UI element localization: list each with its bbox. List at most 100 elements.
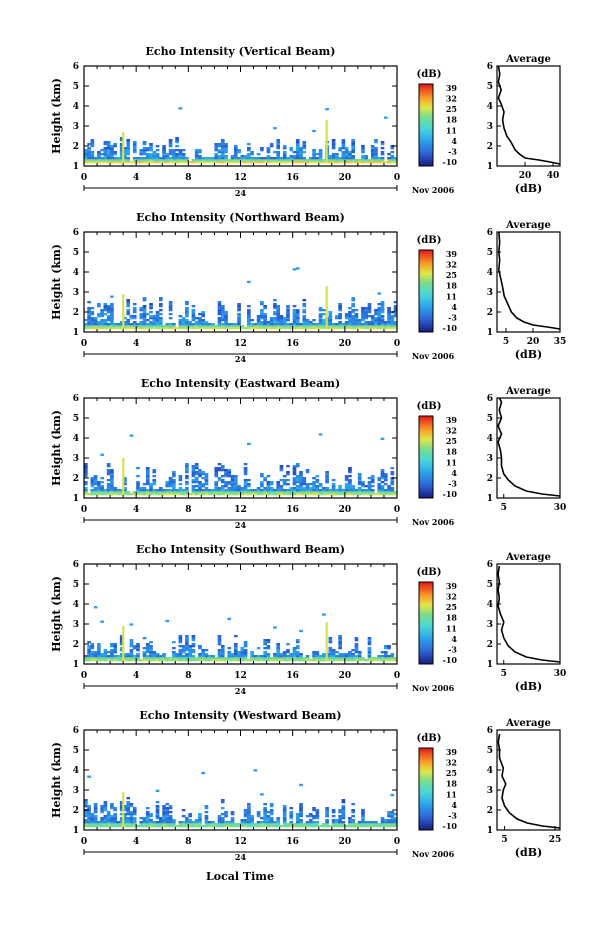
echo-cell	[136, 161, 140, 164]
echo-cell	[292, 649, 297, 652]
echo-cell	[132, 145, 137, 148]
echo-cell	[299, 155, 303, 158]
echo-cell	[295, 323, 300, 326]
echo-cell	[341, 151, 346, 154]
echo-cell	[198, 823, 202, 826]
echo-cell	[142, 817, 147, 820]
echo-cell	[374, 309, 378, 312]
echo-cell	[139, 821, 144, 824]
echo-cell	[155, 805, 160, 808]
echo-cell	[113, 491, 118, 494]
echo-cell	[230, 659, 235, 662]
echo-cell	[162, 153, 166, 156]
x-tick-label: 16	[286, 505, 299, 515]
echo-cell	[331, 145, 336, 148]
echo-cell	[233, 487, 238, 490]
echo-cell	[220, 147, 225, 150]
echo-cell	[100, 655, 104, 658]
echo-cell	[172, 479, 176, 482]
echo-cell	[139, 157, 144, 160]
echo-cell	[145, 811, 150, 814]
average-title: Average	[505, 54, 551, 65]
echo-cell	[348, 821, 352, 824]
echo-cell	[106, 821, 111, 824]
echo-cell	[370, 159, 375, 162]
echo-cell	[377, 325, 382, 328]
echo-cell	[263, 823, 267, 826]
echo-cell	[149, 483, 153, 486]
x-tick-label: 12	[234, 339, 247, 349]
echo-cell	[110, 817, 114, 820]
y-axis-label: Height (km)	[50, 410, 63, 486]
echo-cell	[204, 815, 209, 818]
echo-cell	[220, 475, 225, 478]
colorbar-swatch	[419, 157, 433, 161]
echo-cell	[211, 161, 215, 164]
colorbar-swatch	[419, 487, 433, 491]
echo-cell	[110, 295, 114, 298]
echo-cell	[295, 311, 300, 314]
echo-cell	[243, 819, 248, 822]
echo-cell	[269, 657, 274, 660]
echo-cell	[207, 325, 212, 328]
echo-cell	[217, 487, 222, 490]
echo-cell	[370, 491, 375, 494]
echo-cell	[263, 813, 267, 816]
y-tick-label: 2	[73, 806, 79, 816]
average-x-tick-label: 30	[554, 503, 567, 513]
echo-cell	[168, 305, 173, 308]
colorbar-swatch	[419, 299, 433, 302]
echo-cell	[110, 311, 114, 314]
echo-cell	[132, 323, 137, 326]
echo-cell	[224, 317, 228, 320]
y-tick-label: 2	[73, 474, 79, 484]
echo-cell	[155, 325, 160, 328]
echo-cell	[185, 319, 189, 322]
echo-cell	[361, 145, 365, 148]
echo-cell	[227, 489, 232, 492]
echo-cell	[335, 825, 339, 828]
echo-cell	[276, 141, 281, 144]
echo-cell	[93, 477, 98, 480]
echo-cell	[276, 321, 281, 324]
echo-cell	[377, 487, 382, 490]
echo-cell	[185, 481, 189, 484]
colorbar-swatch	[419, 163, 433, 167]
echo-cell	[263, 479, 267, 482]
echo-cell	[263, 641, 267, 644]
echo-cell	[230, 817, 235, 820]
echo-cell	[110, 819, 114, 822]
echo-cell	[123, 153, 127, 156]
echo-cell	[178, 489, 183, 492]
echo-cell	[354, 315, 359, 318]
echo-cell	[129, 653, 134, 656]
x-tick-label: 4	[133, 339, 139, 349]
echo-cell	[269, 491, 274, 494]
echo-cell	[299, 653, 303, 656]
echo-cell	[168, 819, 173, 822]
echo-cell	[116, 657, 121, 660]
echo-cell	[260, 309, 264, 312]
echo-cell	[240, 647, 245, 650]
echo-cell	[380, 819, 385, 822]
y-tick-label: 1	[73, 826, 79, 836]
echo-cell	[168, 309, 173, 312]
echo-cell	[312, 489, 316, 492]
echo-cell	[374, 149, 378, 152]
echo-cell	[168, 481, 173, 484]
echo-cell	[110, 475, 114, 478]
echo-cell	[380, 157, 385, 160]
echo-cell	[348, 481, 352, 484]
echo-cell	[181, 809, 186, 812]
average-x-tick-label: 5	[501, 835, 507, 845]
echo-cell	[172, 655, 176, 658]
echo-cell	[273, 307, 277, 310]
echo-cell	[191, 327, 196, 330]
echo-cell	[377, 659, 382, 662]
echo-cell	[158, 313, 163, 316]
average-y-tick-label: 3	[487, 122, 493, 132]
echo-cell	[302, 159, 307, 162]
echo-cell	[289, 491, 294, 494]
echo-cell	[155, 821, 160, 824]
echo-cell	[132, 819, 137, 822]
